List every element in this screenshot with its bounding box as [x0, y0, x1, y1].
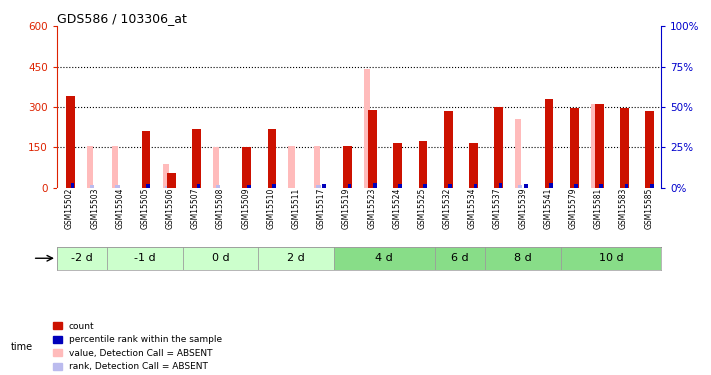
Bar	[498, 183, 503, 188]
Bar	[258, 246, 334, 270]
Bar	[242, 147, 251, 188]
Text: GDS586 / 103306_at: GDS586 / 103306_at	[57, 12, 187, 25]
Bar	[215, 185, 220, 188]
Bar	[560, 246, 661, 270]
Bar	[57, 246, 107, 270]
Bar	[646, 111, 654, 188]
Bar	[368, 110, 377, 188]
Bar	[213, 147, 219, 188]
Text: 4 d: 4 d	[375, 253, 393, 263]
Text: 8 d: 8 d	[514, 253, 532, 263]
Bar	[574, 184, 578, 188]
Bar	[343, 146, 352, 188]
Bar	[112, 146, 119, 188]
Bar	[66, 96, 75, 188]
Bar	[334, 246, 434, 270]
Bar	[620, 108, 629, 188]
Bar	[524, 184, 528, 188]
Bar	[494, 107, 503, 188]
Bar	[163, 164, 169, 188]
Bar	[545, 99, 553, 188]
Bar	[70, 183, 75, 188]
Text: 2 d: 2 d	[287, 253, 305, 263]
Bar	[183, 246, 258, 270]
Bar	[348, 184, 351, 188]
Bar	[364, 69, 370, 188]
Text: -1 d: -1 d	[134, 253, 156, 263]
Bar	[599, 184, 603, 188]
Bar	[434, 246, 485, 270]
Text: -2 d: -2 d	[71, 253, 93, 263]
Bar	[515, 119, 521, 188]
Text: 10 d: 10 d	[599, 253, 623, 263]
Bar	[650, 184, 653, 188]
Text: time: time	[11, 342, 33, 352]
Bar	[469, 143, 478, 188]
Bar	[322, 184, 326, 188]
Bar	[115, 184, 119, 188]
Bar	[474, 184, 477, 188]
Bar	[314, 146, 320, 188]
Bar	[549, 183, 553, 188]
Bar	[289, 146, 295, 188]
Bar	[398, 184, 402, 188]
Bar	[196, 184, 201, 188]
Bar	[595, 104, 604, 188]
Bar	[518, 185, 523, 188]
Bar	[247, 184, 251, 188]
Bar	[419, 141, 427, 188]
Bar	[393, 143, 402, 188]
Bar	[87, 146, 93, 188]
Bar	[107, 246, 183, 270]
Bar	[449, 184, 452, 188]
Bar	[267, 129, 277, 188]
Bar	[485, 246, 560, 270]
Legend: count, percentile rank within the sample, value, Detection Call = ABSENT, rank, : count, percentile rank within the sample…	[50, 318, 225, 375]
Bar	[591, 104, 597, 188]
Bar	[373, 183, 377, 188]
Bar	[90, 185, 95, 188]
Bar	[166, 186, 170, 188]
Bar	[167, 173, 176, 188]
Bar	[423, 184, 427, 188]
Bar	[570, 108, 579, 188]
Bar	[272, 184, 276, 188]
Bar	[316, 184, 321, 188]
Bar	[444, 111, 453, 188]
Bar	[192, 129, 201, 188]
Bar	[146, 184, 150, 188]
Bar	[141, 131, 151, 188]
Bar	[624, 184, 629, 188]
Text: 0 d: 0 d	[212, 253, 230, 263]
Text: 6 d: 6 d	[451, 253, 469, 263]
